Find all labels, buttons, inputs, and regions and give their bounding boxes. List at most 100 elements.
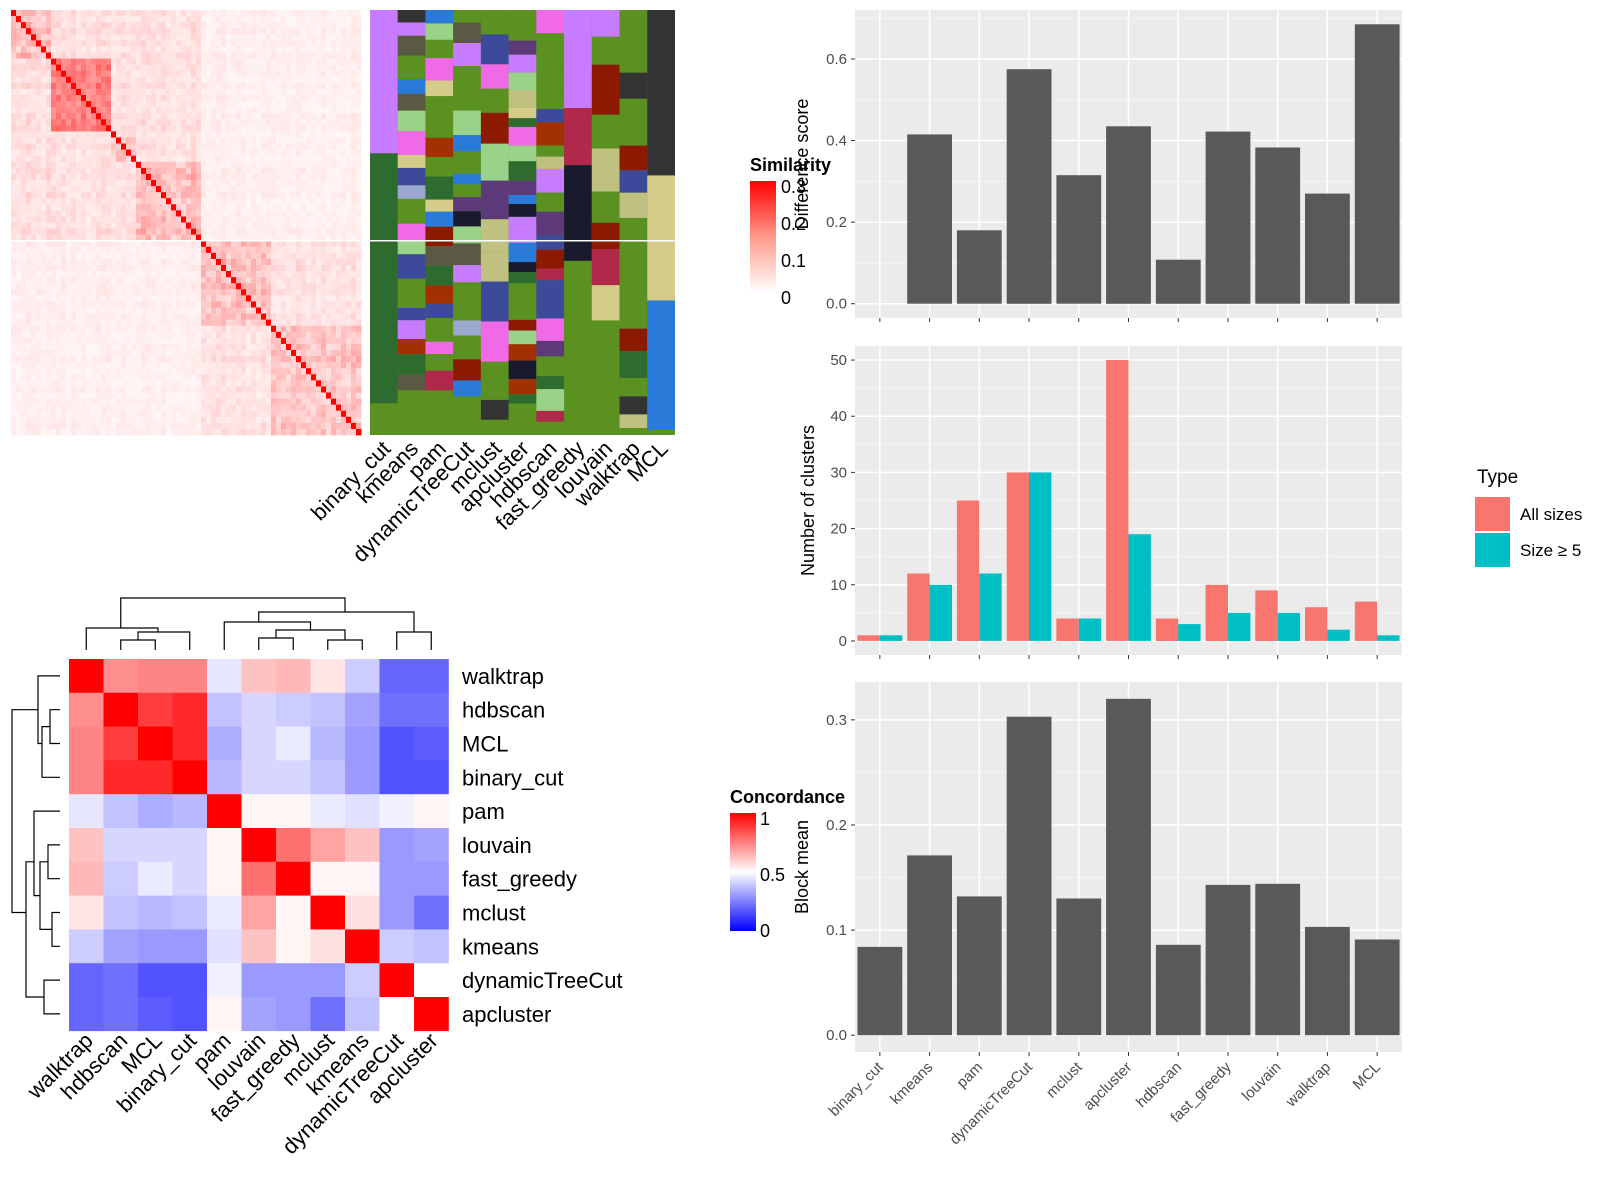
similarity-cell	[321, 228, 327, 236]
similarity-cell	[211, 374, 217, 381]
similarity-cell	[46, 167, 52, 175]
similarity-cell	[336, 301, 342, 308]
similarity-cell	[261, 119, 267, 126]
similarity-cell	[346, 331, 352, 339]
similarity-cell	[191, 167, 197, 175]
similarity-cell	[171, 10, 177, 17]
similarity-cell	[71, 392, 77, 399]
similarity-cell	[266, 283, 272, 290]
similarity-cell	[171, 404, 177, 412]
similarity-cell	[166, 398, 172, 406]
similarity-cell	[296, 246, 302, 254]
similarity-cell	[296, 337, 302, 345]
similarity-cell	[166, 277, 172, 284]
similarity-cell	[331, 246, 337, 254]
similarity-cell	[61, 131, 67, 138]
similarity-cell	[21, 204, 27, 211]
similarity-cell	[291, 143, 297, 151]
similarity-cell	[111, 380, 117, 387]
similarity-cell	[46, 198, 52, 205]
similarity-cell	[131, 362, 137, 369]
similarity-cell	[86, 95, 92, 102]
similarity-cell	[156, 319, 162, 327]
similarity-cell	[141, 95, 147, 102]
similarity-cell	[356, 422, 362, 430]
similarity-cell	[91, 271, 97, 278]
similarity-cell	[231, 301, 237, 308]
similarity-cell	[346, 113, 352, 120]
similarity-cell	[191, 289, 197, 296]
similarity-cell	[331, 40, 337, 47]
similarity-cell	[121, 155, 127, 163]
similarity-cell	[151, 34, 157, 41]
similarity-cell	[156, 210, 162, 217]
similarity-cell	[281, 113, 287, 120]
similarity-cell	[76, 113, 82, 120]
label-matrix-cell	[453, 90, 481, 111]
similarity-cell	[181, 428, 187, 436]
similarity-cell	[251, 331, 257, 339]
similarity-cell	[256, 198, 262, 205]
similarity-cell	[251, 240, 257, 248]
similarity-cell	[171, 392, 177, 399]
similarity-cell	[156, 70, 162, 78]
similarity-cell	[236, 10, 242, 17]
similarity-cell	[321, 119, 327, 126]
similarity-cell	[136, 101, 142, 108]
similarity-cell	[241, 167, 247, 175]
similarity-cell	[331, 107, 337, 114]
similarity-cell	[66, 137, 72, 144]
similarity-cell	[106, 271, 112, 278]
similarity-cell	[146, 422, 152, 430]
similarity-cell	[211, 167, 217, 175]
similarity-cell	[36, 82, 42, 90]
similarity-cell	[136, 289, 142, 296]
similarity-cell	[26, 40, 32, 47]
similarity-cell	[301, 88, 307, 96]
label-matrix-cell	[453, 66, 481, 91]
similarity-cell	[56, 416, 62, 424]
similarity-cell	[66, 319, 72, 327]
similarity-cell	[11, 277, 17, 284]
similarity-cell	[266, 410, 272, 418]
similarity-cell	[186, 362, 192, 369]
similarity-cell	[146, 374, 152, 381]
similarity-cell	[256, 137, 262, 144]
similarity-cell	[151, 374, 157, 381]
similarity-cell	[31, 410, 37, 418]
similarity-cell	[291, 113, 297, 120]
similarity-cell	[21, 210, 27, 217]
similarity-cell	[181, 101, 187, 108]
similarity-cell	[111, 301, 117, 308]
similarity-cell	[236, 22, 242, 29]
similarity-cell	[276, 28, 282, 35]
similarity-cell	[196, 64, 202, 72]
similarity-cell	[136, 252, 142, 260]
similarity-cell	[296, 265, 302, 272]
similarity-cell	[16, 343, 22, 351]
similarity-cell	[291, 252, 297, 260]
similarity-cell	[176, 252, 182, 260]
similarity-cell	[316, 58, 322, 66]
similarity-cell	[311, 204, 317, 211]
similarity-cell	[61, 34, 67, 41]
similarity-cell	[11, 283, 17, 290]
similarity-cell	[206, 125, 212, 132]
similarity-cell	[206, 428, 212, 436]
similarity-cell	[171, 362, 177, 369]
similarity-cell	[161, 216, 167, 223]
similarity-cell	[281, 350, 287, 357]
similarity-cell	[196, 192, 202, 199]
similarity-cell	[281, 368, 287, 375]
similarity-cell	[36, 167, 42, 175]
similarity-cell	[91, 319, 97, 327]
similarity-cell	[46, 392, 52, 399]
similarity-cell	[351, 161, 357, 169]
similarity-cell	[296, 216, 302, 223]
similarity-cell	[351, 131, 357, 138]
similarity-cell	[311, 404, 317, 412]
similarity-cell	[151, 313, 157, 321]
similarity-cell	[36, 356, 42, 363]
similarity-cell	[146, 28, 152, 35]
similarity-cell	[121, 368, 127, 375]
